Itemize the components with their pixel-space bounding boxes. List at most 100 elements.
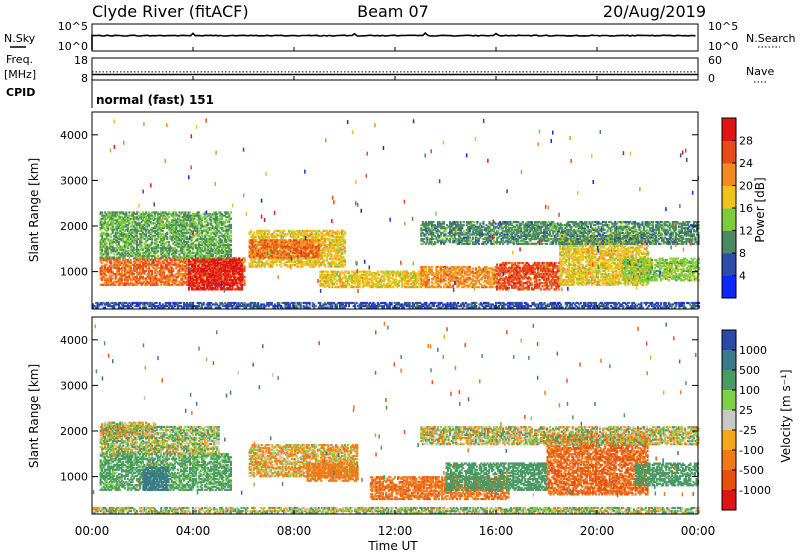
heatmap-cell (187, 217, 190, 220)
heatmap-cell (155, 242, 158, 245)
heatmap-cell (161, 236, 164, 239)
heatmap-cell (101, 279, 104, 282)
heatmap-cell (105, 258, 108, 262)
heatmap-cell (108, 247, 111, 250)
heatmap-cell (108, 262, 111, 265)
heatmap-cell (137, 257, 140, 260)
heatmap-cell (187, 214, 190, 217)
heatmap-cell (154, 231, 157, 234)
heatmap-cell (128, 262, 131, 265)
heatmap-cell (143, 226, 146, 230)
heatmap-cell (142, 236, 145, 239)
heatmap-cell (170, 283, 173, 286)
heatmap-cell (146, 274, 149, 277)
heatmap-cell (154, 274, 157, 277)
heatmap-cell (200, 272, 203, 275)
heatmap-cell (108, 260, 111, 263)
heatmap-cell (101, 242, 104, 245)
heatmap-cell (182, 258, 185, 262)
heatmap-cell (234, 263, 237, 266)
heatmap-cell (125, 239, 128, 242)
heatmap-cell (210, 244, 213, 247)
heatmap-cell (239, 279, 242, 282)
heatmap-cell (210, 226, 213, 230)
heatmap-cell (182, 236, 185, 239)
heatmap-cell (164, 258, 167, 262)
heatmap-cell (182, 214, 185, 217)
heatmap-cell (219, 222, 222, 225)
heatmap-cell (170, 271, 173, 274)
heatmap-cell (145, 231, 148, 234)
heatmap-cell (169, 262, 172, 265)
heatmap-cell (194, 269, 197, 272)
heatmap-cell (187, 250, 190, 253)
heatmap-cell (164, 256, 167, 259)
heatmap-cell (158, 228, 161, 231)
heatmap-cell (119, 268, 122, 271)
heatmap-cell (99, 253, 102, 256)
heatmap-cell (143, 223, 146, 226)
freq-left-label: Freq. (6, 53, 33, 66)
heatmap-cell (322, 259, 325, 262)
heatmap-cell (173, 263, 176, 266)
heatmap-cell (193, 222, 196, 225)
heatmap-cell (119, 282, 122, 285)
heatmap-cell (107, 234, 110, 237)
heatmap-cell (151, 240, 154, 244)
heatmap-cell (142, 226, 145, 230)
heatmap-cell (143, 262, 146, 265)
heatmap-cell (105, 222, 108, 225)
heatmap-cell (167, 254, 170, 257)
heatmap-cell (155, 263, 158, 266)
heatmap-cell (196, 247, 199, 250)
heatmap-cell (170, 219, 173, 222)
heatmap-cell (114, 231, 117, 234)
heatmap-cell (218, 261, 221, 265)
heatmap-cell (137, 228, 140, 231)
heatmap-cell (196, 251, 199, 254)
heatmap-cell (139, 271, 142, 274)
heatmap-cell (187, 254, 190, 257)
heatmap-cell (210, 222, 213, 225)
heatmap-cell (101, 237, 104, 240)
nave-right-tick-top: 60 (708, 54, 722, 67)
heatmap-cell (185, 223, 188, 226)
heatmap-cell (155, 257, 158, 260)
heatmap-cell (192, 283, 195, 286)
heatmap-cell (196, 219, 199, 222)
heatmap-cell (172, 274, 175, 277)
heatmap-cell (215, 283, 218, 286)
heatmap-cell (146, 260, 149, 263)
heatmap-cell (99, 256, 102, 259)
heatmap-cell (201, 258, 204, 261)
heatmap-cell (210, 288, 213, 291)
heatmap-cell (114, 272, 117, 276)
heatmap-cell (229, 230, 232, 233)
heatmap-cell (227, 261, 230, 265)
heatmap-cell (216, 283, 219, 286)
heatmap-cell (125, 244, 128, 247)
heatmap-cell (111, 222, 114, 225)
heatmap-cell (195, 222, 198, 225)
heatmap-cell (154, 256, 157, 259)
heatmap-cell (155, 248, 158, 251)
heatmap-cell (151, 247, 154, 250)
heatmap-cell (107, 283, 110, 286)
heatmap-cell (99, 213, 102, 216)
heatmap-cell (176, 214, 179, 217)
heatmap-cell (129, 244, 132, 247)
heatmap-cell (120, 234, 123, 237)
heatmap-cell (99, 251, 102, 254)
heatmap-cell (216, 250, 219, 253)
heatmap-cell (120, 248, 123, 251)
heatmap-cell (215, 258, 218, 261)
heatmap-cell (205, 219, 208, 222)
heatmap-cell (107, 258, 110, 262)
heatmap-cell (216, 223, 219, 226)
heatmap-cell (204, 245, 207, 248)
heatmap-cell (104, 256, 107, 259)
nsky-series-line (91, 32, 696, 50)
heatmap-cell (152, 222, 155, 225)
heatmap-cell (224, 266, 227, 269)
heatmap-cell (231, 271, 234, 274)
